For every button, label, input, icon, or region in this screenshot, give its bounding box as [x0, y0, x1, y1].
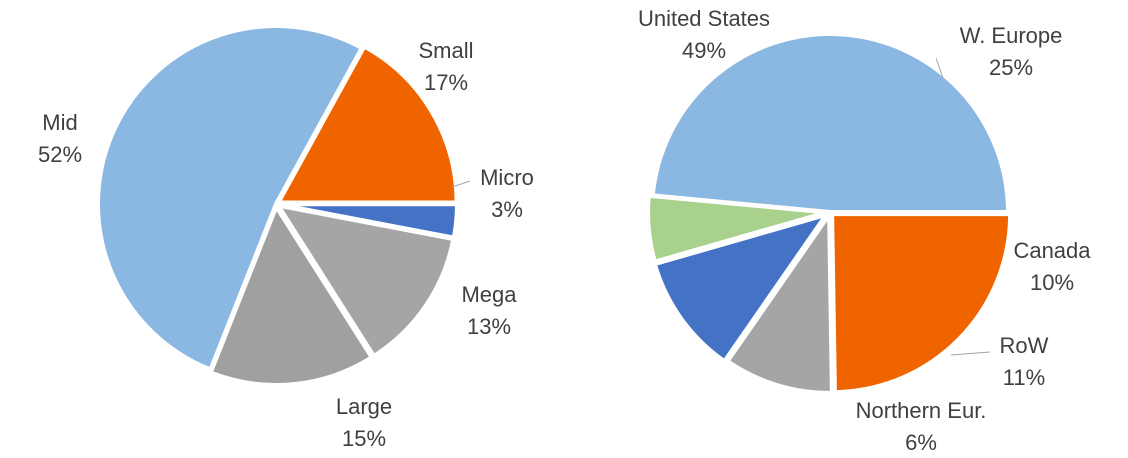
value-mega: 13% [467, 314, 511, 339]
region-pie-slices [646, 32, 1013, 395]
value-row: 11% [1003, 365, 1045, 390]
slice-canada [724, 208, 834, 395]
value-w-europe: 25% [989, 55, 1033, 80]
size-pie-slices [96, 24, 459, 387]
label-northern-eur: Northern Eur. [856, 398, 987, 423]
slice-united-states [650, 32, 1011, 214]
slice-small [275, 43, 459, 205]
slice-mid [96, 24, 365, 373]
value-mid: 52% [38, 142, 82, 167]
region-pie-chart: United States 49% W. Europe 25% Canada 1… [638, 6, 1091, 455]
label-canada: Canada [1013, 238, 1091, 263]
label-large: Large [336, 394, 392, 419]
slice-row [652, 211, 831, 364]
slice-large [208, 202, 375, 387]
row-leader-line [950, 351, 991, 356]
value-micro: 3% [491, 197, 523, 222]
label-row: RoW [1000, 333, 1049, 358]
value-canada: 10% [1030, 270, 1074, 295]
value-small: 17% [424, 70, 468, 95]
slice-w-europe [830, 212, 1013, 395]
value-united-states: 49% [682, 38, 726, 63]
label-mid: Mid [42, 110, 77, 135]
label-united-states: United States [638, 6, 770, 31]
micro-leader-line [451, 180, 471, 188]
label-mega: Mega [461, 282, 517, 307]
w-europe-leader-line [935, 57, 944, 79]
value-northern-eur: 6% [905, 430, 937, 455]
value-large: 15% [342, 426, 386, 451]
label-small: Small [418, 38, 473, 63]
slice-mega [274, 202, 456, 359]
label-w-europe: W. Europe [960, 23, 1063, 48]
size-pie-chart: Small 17% Mid 52% Micro 3% Mega 13% Larg… [38, 24, 534, 451]
label-micro: Micro [480, 165, 534, 190]
slice-northern-eur [646, 193, 827, 265]
